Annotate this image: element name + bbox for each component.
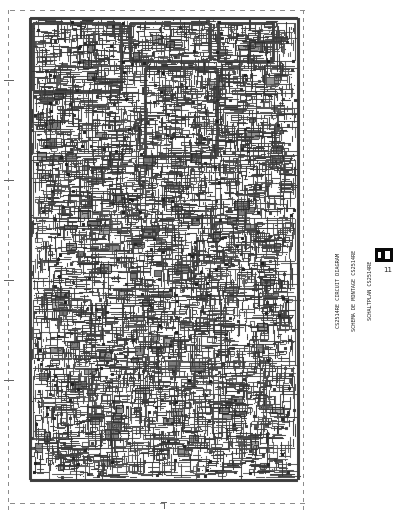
Bar [375,248,393,262]
Bar [385,251,390,259]
Bar [378,252,381,258]
Text: 11: 11 [384,267,392,273]
Text: SCHEMA DE MONTAGE CS2514RE: SCHEMA DE MONTAGE CS2514RE [352,249,358,330]
Text: CS2514RE CIRCUIT DIAGRAM: CS2514RE CIRCUIT DIAGRAM [336,252,342,327]
Text: SCHALTPLAN CS2514RE: SCHALTPLAN CS2514RE [368,261,374,320]
